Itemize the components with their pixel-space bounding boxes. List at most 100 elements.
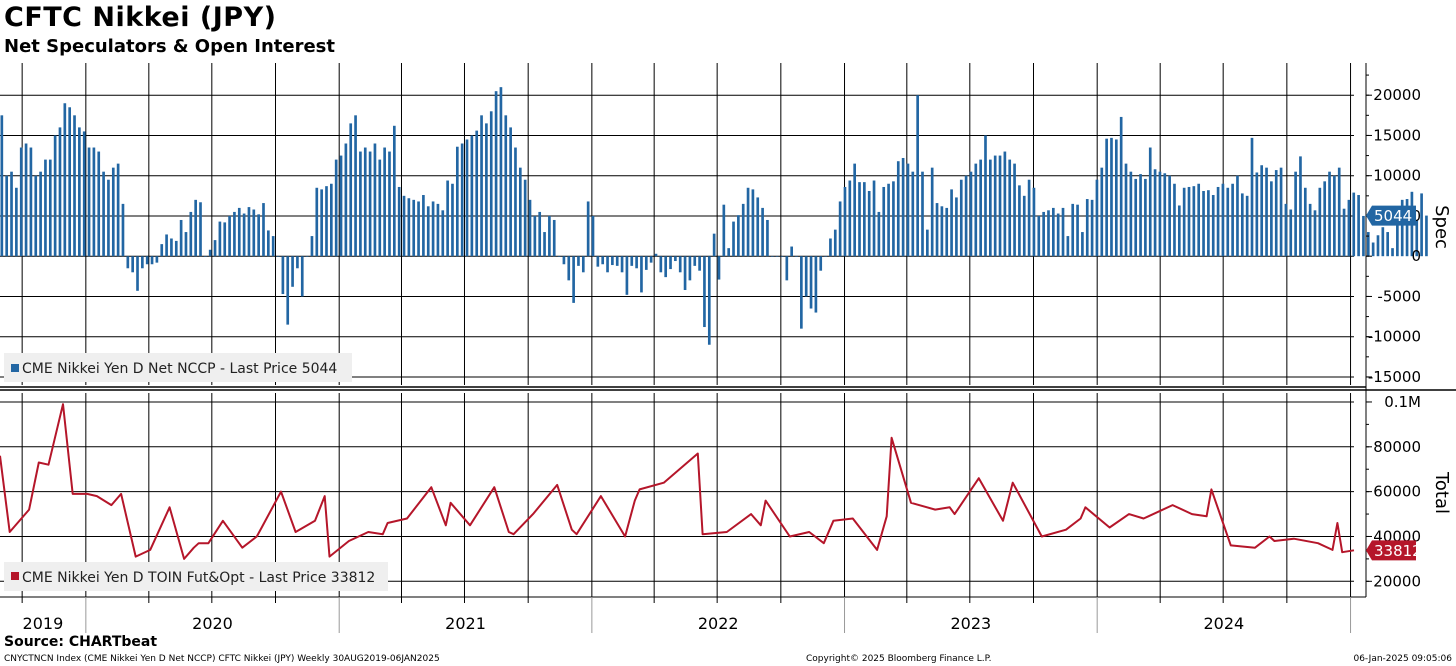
- spec-bar: [150, 256, 154, 265]
- spec-bar: [1163, 173, 1167, 257]
- spec-bar: [1134, 178, 1138, 257]
- spec-bar: [678, 256, 682, 273]
- spec-bar: [523, 179, 527, 257]
- spec-bar: [97, 151, 101, 257]
- spec-bar: [388, 151, 391, 257]
- spec-bar: [562, 256, 566, 265]
- spec-bar: [858, 182, 861, 257]
- spec-bar: [368, 151, 372, 257]
- spec-bar: [998, 155, 1002, 257]
- spec-bar: [465, 139, 469, 257]
- spec-bar: [107, 179, 110, 257]
- year-label: 2022: [698, 614, 739, 633]
- spec-bar: [233, 211, 236, 257]
- spec-bar: [611, 256, 614, 266]
- spec-bar: [1197, 183, 1201, 257]
- spec-bar: [257, 214, 260, 257]
- spec-bar: [945, 207, 949, 257]
- spec-bar: [979, 159, 982, 257]
- spec-bar: [1405, 199, 1409, 257]
- spec-bar: [1022, 195, 1026, 257]
- spec-bar: [29, 147, 33, 257]
- spec-bar: [712, 233, 716, 257]
- spec-bar: [833, 229, 837, 257]
- spec-bar: [58, 127, 62, 257]
- spec-bar: [330, 183, 333, 257]
- spec-bar: [863, 182, 866, 257]
- spec-bar: [451, 183, 454, 257]
- spec-bar: [722, 204, 726, 257]
- total-legend-bg: [4, 562, 388, 591]
- spec-bar: [1362, 215, 1365, 257]
- spec-bar: [775, 256, 779, 257]
- total-y-tick-label: 0.1M: [1384, 393, 1421, 411]
- spec-bar: [489, 111, 493, 257]
- spec-bar: [1095, 179, 1099, 257]
- total-legend-swatch: [11, 572, 19, 580]
- spec-bar: [194, 199, 197, 257]
- spec-bar: [664, 256, 668, 278]
- spec-bar: [1308, 203, 1312, 257]
- spec-bar: [44, 159, 47, 257]
- spec-bar: [1110, 137, 1113, 257]
- spec-bar: [441, 210, 445, 257]
- spec-y-tick-label: -5000: [1377, 287, 1421, 305]
- spec-bar: [814, 256, 818, 313]
- spec-bar: [1056, 213, 1060, 257]
- spec-bar: [252, 209, 256, 257]
- spec-bar: [1066, 236, 1070, 257]
- spec-bar: [688, 256, 692, 281]
- spec-bar: [494, 91, 498, 257]
- spec-bar: [1182, 187, 1186, 257]
- spec-bar: [518, 167, 522, 257]
- spec-bar: [644, 256, 648, 270]
- spec-bar: [1289, 209, 1293, 257]
- spec-bar: [1328, 171, 1331, 257]
- spec-legend-label: CME Nikkei Yen D Net NCCP - Last Price 5…: [22, 361, 337, 377]
- spec-bar: [136, 256, 139, 291]
- spec-bar: [1357, 195, 1360, 257]
- spec-bar: [392, 125, 396, 257]
- spec-bar: [407, 198, 411, 257]
- spec-bar: [964, 175, 968, 257]
- spec-bar: [126, 256, 130, 269]
- spec-bar: [160, 244, 164, 257]
- spec-bar: [1299, 156, 1302, 257]
- spec-bar: [1270, 181, 1273, 257]
- spec-y-tick-label: 0: [1411, 247, 1421, 265]
- spec-bar: [756, 197, 760, 257]
- spec-bar: [615, 256, 619, 266]
- spec-bar: [111, 167, 115, 257]
- spec-bar: [770, 256, 774, 257]
- spec-bar: [887, 183, 890, 257]
- spec-bar: [378, 159, 382, 257]
- spec-bar: [906, 163, 910, 257]
- spec-bar: [586, 201, 590, 257]
- spec-bar: [1124, 163, 1128, 257]
- spec-bar: [552, 219, 556, 257]
- spec-bar: [320, 189, 323, 257]
- spec-bar: [436, 203, 440, 257]
- spec-bar: [5, 175, 9, 257]
- spec-bar: [286, 256, 290, 325]
- total-last-price-flag: 33812: [1366, 540, 1422, 561]
- spec-bar: [804, 256, 808, 297]
- spec-bar: [969, 171, 973, 257]
- year-label: 2023: [950, 614, 991, 633]
- total-y-tick-label: 20000: [1373, 572, 1421, 590]
- spec-bar: [1250, 137, 1254, 257]
- spec-bar: [1371, 242, 1375, 257]
- spec-bar: [892, 181, 895, 257]
- spec-bar: [87, 147, 91, 257]
- spec-bar: [819, 256, 823, 271]
- spec-bar: [174, 240, 178, 257]
- spec-bar: [625, 256, 629, 295]
- spec-bar: [674, 256, 677, 262]
- spec-bar: [1207, 190, 1210, 257]
- spec-bar: [281, 256, 285, 295]
- spec-bar: [19, 147, 23, 257]
- spec-bar: [1173, 183, 1176, 257]
- copyright-footnote: Copyright© 2025 Bloomberg Finance L.P.: [806, 654, 992, 664]
- spec-bar: [848, 180, 852, 257]
- spec-bar: [455, 146, 459, 257]
